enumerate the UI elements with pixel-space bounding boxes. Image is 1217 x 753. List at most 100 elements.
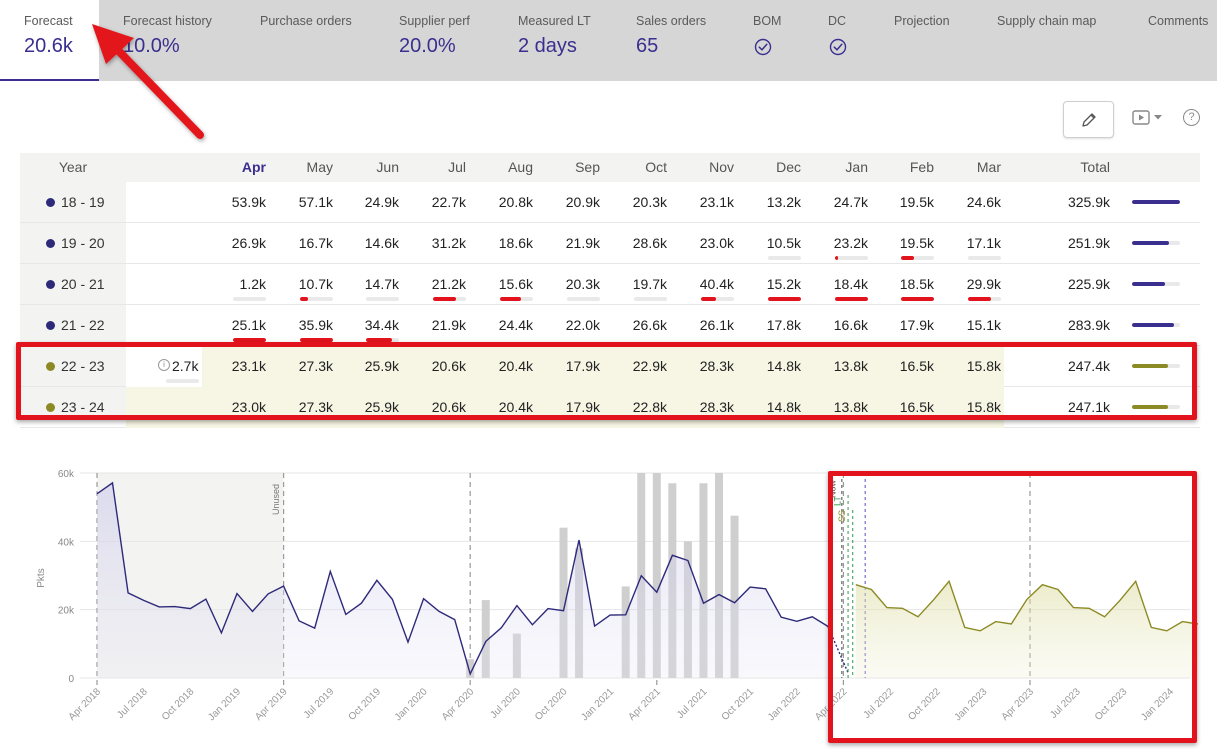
table-cell[interactable]: 25.9k: [364, 399, 399, 415]
table-cell[interactable]: 22.7k: [431, 194, 466, 210]
table-cell[interactable]: 28.3k: [699, 358, 734, 374]
table-cell[interactable]: 20.9k: [565, 194, 600, 210]
total-bar-fill: [1132, 405, 1168, 409]
table-cell[interactable]: 26.1k: [699, 317, 734, 333]
table-cell[interactable]: 15.6k: [498, 276, 533, 292]
table-cell[interactable]: 40.4k: [699, 276, 734, 292]
table-row[interactable]: 21 - 22 25.1k 35.9k 34.4k 21.9k 24.4k 22.0k 26.…: [20, 305, 1200, 346]
table-cell[interactable]: 25.1k: [231, 317, 266, 333]
table-cell[interactable]: 14.6k: [364, 235, 399, 251]
table-cell[interactable]: 13.8k: [833, 399, 868, 415]
tab-supplier-perf[interactable]: Supplier perf 20.0%: [399, 0, 499, 81]
table-cell[interactable]: 31.2k: [431, 235, 466, 251]
table-cell[interactable]: 23.1k: [699, 194, 734, 210]
table-row[interactable]: 23 - 24 23.0k 27.3k 25.9k 20.6k 20.4k 17.9k 22.…: [20, 387, 1200, 428]
tab-forecast-history[interactable]: Forecast history 10.0%: [123, 0, 233, 81]
table-cell[interactable]: 14.8k: [766, 358, 801, 374]
table-cell[interactable]: 19.7k: [632, 276, 667, 292]
total-cell: 251.9k: [1067, 235, 1110, 251]
table-cell[interactable]: 14.8k: [766, 399, 801, 415]
table-cell[interactable]: 20.3k: [565, 276, 600, 292]
tab-forecast[interactable]: Forecast 20.6k: [0, 0, 99, 81]
table-cell[interactable]: 29.9k: [966, 276, 1001, 292]
table-cell[interactable]: 16.5k: [899, 358, 934, 374]
table-cell[interactable]: 24.6k: [966, 194, 1001, 210]
table-row[interactable]: 22 - 23 i 2.7k 23.1k 27.3k 25.9k 20.6k 20.4k 17.…: [20, 346, 1200, 387]
table-cell[interactable]: 21.2k: [431, 276, 466, 292]
table-cell[interactable]: 10.5k: [766, 235, 801, 251]
table-cell[interactable]: 19.5k: [899, 194, 934, 210]
edit-button[interactable]: [1063, 101, 1114, 138]
y-tick-label: 60k: [58, 469, 75, 480]
table-cell[interactable]: 20.6k: [431, 399, 466, 415]
table-cell[interactable]: 19.5k: [899, 235, 934, 251]
table-cell[interactable]: 27.3k: [298, 358, 333, 374]
table-row[interactable]: 19 - 20 26.9k 16.7k 14.6k 31.2k 18.6k 21.9k 28.…: [20, 223, 1200, 264]
month-header: Mar: [976, 159, 1001, 175]
table-cell[interactable]: 20.3k: [632, 194, 667, 210]
table-cell[interactable]: 25.9k: [364, 358, 399, 374]
mini-bar-fill: [433, 297, 456, 301]
table-cell[interactable]: 23.1k: [231, 358, 266, 374]
table-cell[interactable]: 24.4k: [498, 317, 533, 333]
tab-measured-lt[interactable]: Measured LT 2 days: [518, 0, 608, 81]
table-cell[interactable]: 20.8k: [498, 194, 533, 210]
table-cell[interactable]: 13.2k: [766, 194, 801, 210]
table-cell[interactable]: 18.4k: [833, 276, 868, 292]
table-cell[interactable]: 17.9k: [565, 399, 600, 415]
table-cell[interactable]: 14.7k: [364, 276, 399, 292]
table-cell[interactable]: 26.9k: [231, 235, 266, 251]
table-cell[interactable]: 23.0k: [231, 399, 266, 415]
table-cell[interactable]: 20.4k: [498, 399, 533, 415]
table-cell[interactable]: 20.6k: [431, 358, 466, 374]
table-cell[interactable]: 28.3k: [699, 399, 734, 415]
forecast-table: Year Apr May Jun Jul Aug Sep Oct Nov Dec…: [20, 153, 1200, 428]
table-cell[interactable]: 27.3k: [298, 399, 333, 415]
table-cell[interactable]: 22.8k: [632, 399, 667, 415]
table-cell[interactable]: 21.9k: [565, 235, 600, 251]
tab-bom[interactable]: BOM: [753, 0, 803, 81]
tab-projection[interactable]: Projection: [894, 0, 974, 81]
play-dropdown-icon[interactable]: [1131, 108, 1167, 128]
table-cell[interactable]: 16.6k: [833, 317, 868, 333]
table-cell[interactable]: 18.5k: [899, 276, 934, 292]
table-cell[interactable]: 1.2k: [239, 276, 266, 292]
tab-comments[interactable]: Comments: [1148, 0, 1217, 81]
help-icon[interactable]: ?: [1183, 109, 1200, 126]
tab-sales-orders[interactable]: Sales orders 65: [636, 0, 726, 81]
table-cell[interactable]: 15.1k: [966, 317, 1001, 333]
table-cell[interactable]: 20.4k: [498, 358, 533, 374]
table-cell[interactable]: 17.8k: [766, 317, 801, 333]
table-cell[interactable]: 57.1k: [298, 194, 333, 210]
table-cell[interactable]: 15.8k: [966, 399, 1001, 415]
table-cell[interactable]: 15.8k: [966, 358, 1001, 374]
table-cell[interactable]: 17.9k: [899, 317, 934, 333]
table-cell[interactable]: 23.0k: [699, 235, 734, 251]
table-cell[interactable]: 24.9k: [364, 194, 399, 210]
table-cell[interactable]: 16.7k: [298, 235, 333, 251]
table-cell[interactable]: 22.0k: [565, 317, 600, 333]
table-cell[interactable]: 24.7k: [833, 194, 868, 210]
info-icon[interactable]: i: [158, 359, 170, 371]
tab-supply-chain-map[interactable]: Supply chain map: [997, 0, 1117, 81]
table-cell[interactable]: 28.6k: [632, 235, 667, 251]
tab-purchase-orders[interactable]: Purchase orders: [260, 0, 370, 81]
table-cell[interactable]: 26.6k: [632, 317, 667, 333]
table-cell[interactable]: 22.9k: [632, 358, 667, 374]
table-cell[interactable]: 23.2k: [833, 235, 868, 251]
tab-dc[interactable]: DC: [828, 0, 868, 81]
table-cell[interactable]: 53.9k: [231, 194, 266, 210]
table-cell[interactable]: 34.4k: [364, 317, 399, 333]
table-cell[interactable]: 15.2k: [766, 276, 801, 292]
table-cell[interactable]: 35.9k: [298, 317, 333, 333]
table-cell[interactable]: 17.9k: [565, 358, 600, 374]
table-cell[interactable]: 13.8k: [833, 358, 868, 374]
table-cell[interactable]: 21.9k: [431, 317, 466, 333]
table-cell[interactable]: 10.7k: [298, 276, 333, 292]
total-bar: [1132, 241, 1180, 245]
table-cell[interactable]: 18.6k: [498, 235, 533, 251]
table-row[interactable]: 20 - 21 1.2k 10.7k 14.7k 21.2k 15.6k 20.3k 19.7…: [20, 264, 1200, 305]
table-row[interactable]: 18 - 19 53.9k 57.1k 24.9k 22.7k 20.8k 20.9k 20.…: [20, 182, 1200, 223]
table-cell[interactable]: 16.5k: [899, 399, 934, 415]
table-cell[interactable]: 17.1k: [966, 235, 1001, 251]
